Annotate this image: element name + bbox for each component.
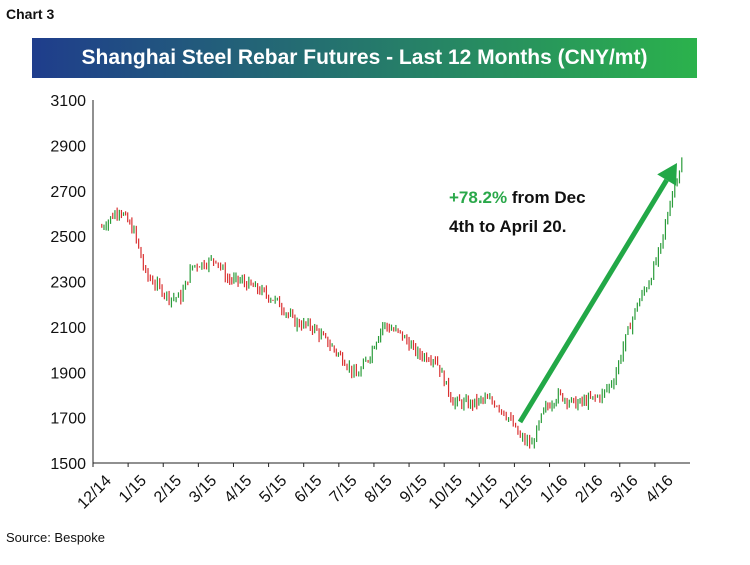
y-tick-label: 2900 <box>50 138 86 155</box>
x-tick-label: 3/16 <box>608 472 642 506</box>
y-tick-label: 1500 <box>50 456 86 473</box>
x-tick-label: 12/14 <box>75 472 115 512</box>
x-tick-label: 10/15 <box>426 472 466 512</box>
arrow-head <box>657 163 677 186</box>
x-tick-label: 11/15 <box>462 472 502 512</box>
y-tick-label: 2700 <box>50 184 86 201</box>
y-tick-label: 2100 <box>50 320 86 337</box>
arrow-shaft <box>517 178 669 424</box>
source-note: Source: Bespoke <box>6 530 106 545</box>
y-tick-label: 3100 <box>50 93 86 110</box>
annotation-text: from Dec <box>507 188 585 207</box>
x-tick-label: 5/15 <box>256 472 290 506</box>
x-tick-label: 2/16 <box>572 472 606 506</box>
price-series <box>101 157 683 449</box>
y-tick-label: 2500 <box>50 229 86 246</box>
annotation-line-2: 4th to April 20. <box>449 217 566 236</box>
annotation-line-1: +78.2% from Dec <box>449 188 586 207</box>
x-tick-label: 2/15 <box>151 472 185 506</box>
y-tick-label: 1900 <box>50 365 86 382</box>
x-tick-label: 1/16 <box>537 472 571 506</box>
x-tick-label: 7/15 <box>327 472 361 506</box>
y-tick-label: 2300 <box>50 275 86 292</box>
x-tick-label: 12/15 <box>496 472 536 512</box>
y-axis: 1500 1700 1900 2100 2300 2500 2700 2900 3100 <box>50 93 94 473</box>
y-tick-label: 1700 <box>50 411 86 428</box>
x-tick-label: 3/15 <box>186 472 220 506</box>
trend-arrow <box>517 163 677 424</box>
x-axis: 12/14 1/15 2/15 3/15 4/15 5/15 6/15 7/15 8/15 9/1… <box>75 462 690 513</box>
chart-title: Shanghai Steel Rebar Futures - Last 12 M… <box>81 46 648 69</box>
chart-label: Chart 3 <box>6 6 55 22</box>
x-tick-label: 1/15 <box>116 472 150 506</box>
x-tick-label: 8/15 <box>362 472 396 506</box>
chart-title-bar: Shanghai Steel Rebar Futures - Last 12 M… <box>32 38 697 78</box>
x-tick-label: 6/15 <box>292 472 326 506</box>
annotation-percent: +78.2% <box>449 188 507 207</box>
x-tick-label: 4/15 <box>221 472 255 506</box>
x-tick-label: 4/16 <box>643 472 677 506</box>
